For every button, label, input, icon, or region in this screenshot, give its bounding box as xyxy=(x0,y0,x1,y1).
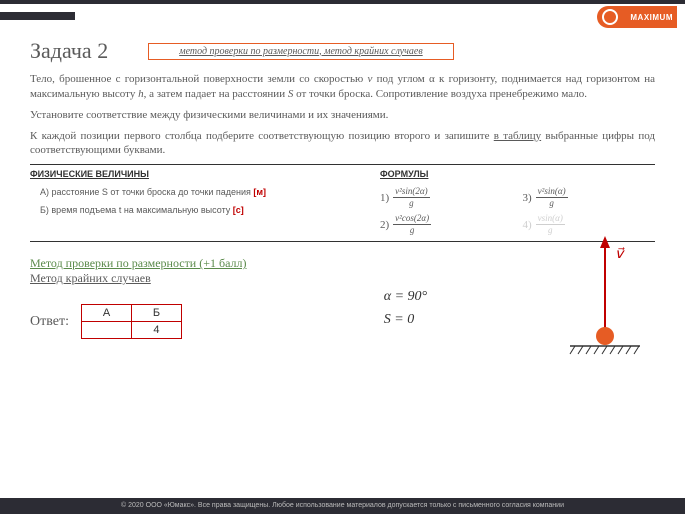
trajectory-diagram: v⃗ xyxy=(515,226,655,366)
quantity-a: А) расстояние S от точки броска до точки… xyxy=(30,187,380,197)
formula-1: 1) v²sin(2α)g xyxy=(380,187,513,208)
table-row: А Б xyxy=(81,305,181,322)
frac-top: v²cos(2α) xyxy=(393,214,431,225)
cell-val-b: 4 xyxy=(131,322,181,339)
qa-unit: [м] xyxy=(253,187,266,197)
eq-alpha: α = 90° xyxy=(384,286,427,308)
brand-logo: MAXIMUM xyxy=(597,6,677,28)
answer-label: Ответ: xyxy=(30,314,69,330)
text-fragment: Тело, брошенное с горизонтальной поверхн… xyxy=(30,73,367,85)
answer-row: Ответ: А Б 4 xyxy=(30,304,374,339)
frac-top: v²sin(2α) xyxy=(393,187,429,198)
cell-head-a: А xyxy=(81,305,131,322)
subtitle-box: метод проверки по размерности, метод кра… xyxy=(148,43,453,60)
frac-top: vsin(α) xyxy=(536,214,565,225)
formulas-head: ФОРМУЛЫ xyxy=(380,169,655,179)
table-row: 4 xyxy=(81,322,181,339)
slide-content: Задача 2 метод проверки по размерности, … xyxy=(0,28,685,339)
eq-s: S = 0 xyxy=(384,309,427,331)
lower-right: α = 90° S = 0 xyxy=(374,256,655,339)
lower-section: Метод проверки по размерности (+1 балл) … xyxy=(30,256,655,339)
problem-paragraph-3: К каждой позиции первого столбца подбери… xyxy=(30,129,655,159)
frac-bot: g xyxy=(410,225,415,235)
qa-text: А) расстояние S от точки броска до точки… xyxy=(40,187,253,197)
header-bar: MAXIMUM xyxy=(0,0,685,28)
logo-text: MAXIMUM xyxy=(630,13,673,22)
formula-num: 1) xyxy=(380,192,389,204)
frac-top: v²sin(α) xyxy=(536,187,568,198)
diagram-svg xyxy=(515,226,655,366)
cell-head-b: Б xyxy=(131,305,181,322)
method-line-1: Метод проверки по размерности (+1 балл) xyxy=(30,256,374,271)
footer-copyright: © 2020 ООО «Юмакс». Все права защищены. … xyxy=(0,498,685,514)
formula-num: 2) xyxy=(380,219,389,231)
text-fragment: К каждой позиции первого столбца подбери… xyxy=(30,130,494,142)
quantities-head: ФИЗИЧЕСКИЕ ВЕЛИЧИНЫ xyxy=(30,169,380,179)
frac-bot: g xyxy=(549,198,554,208)
page-title: Задача 2 xyxy=(30,38,108,64)
fraction: v²sin(2α)g xyxy=(393,187,429,208)
cell-val-a xyxy=(81,322,131,339)
math-equations: α = 90° S = 0 xyxy=(384,286,427,331)
fraction: v²sin(α)g xyxy=(536,187,568,208)
formula-num: 3) xyxy=(523,192,532,204)
problem-paragraph-2: Установите соответствие между физическим… xyxy=(30,108,655,123)
text-underlined: в таблицу xyxy=(494,130,541,142)
formula-3: 3) v²sin(α)g xyxy=(523,187,656,208)
quantity-b: Б) время подъема t на максимальную высот… xyxy=(30,205,380,215)
problem-paragraph-1: Тело, брошенное с горизонтальной поверхн… xyxy=(30,72,655,102)
method-line-2: Метод крайних случаев xyxy=(30,271,374,286)
fraction: v²cos(2α)g xyxy=(393,214,431,235)
qb-unit: [c] xyxy=(233,205,244,215)
vector-label: v⃗ xyxy=(615,246,623,263)
formula-2: 2) v²cos(2α)g xyxy=(380,214,513,235)
qb-text: Б) время подъема t на максимальную высот… xyxy=(40,205,233,215)
text-fragment: от точки броска. Сопротивление воздуха п… xyxy=(293,88,587,100)
answer-table: А Б 4 xyxy=(81,304,182,339)
frac-bot: g xyxy=(409,198,414,208)
title-row: Задача 2 метод проверки по размерности, … xyxy=(30,38,655,64)
lower-left: Метод проверки по размерности (+1 балл) … xyxy=(30,256,374,339)
text-fragment: , а затем падает на расстоянии xyxy=(144,88,288,100)
quantities-column: ФИЗИЧЕСКИЕ ВЕЛИЧИНЫ А) расстояние S от т… xyxy=(30,169,380,235)
